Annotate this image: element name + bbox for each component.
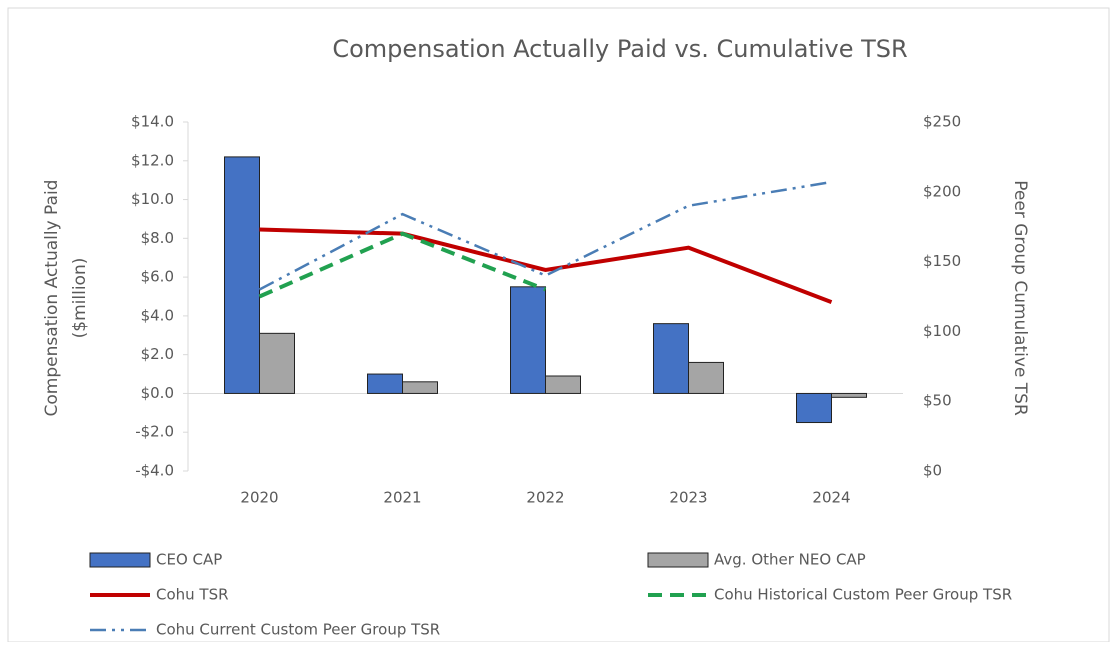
legend-swatch [647, 552, 709, 568]
y-tick-label: $12.0 [131, 151, 174, 169]
y-tick-label: -$2.0 [135, 423, 174, 441]
y-tick-label: $2.0 [141, 345, 174, 363]
x-tick-label: 2023 [669, 489, 707, 507]
y-tick-label: -$4.0 [135, 462, 174, 480]
y-tick-label: $4.0 [141, 306, 174, 324]
y-tick-label: $10.0 [131, 190, 174, 208]
y-tick-label: $8.0 [141, 229, 174, 247]
bar [545, 375, 581, 394]
bar [510, 286, 546, 394]
bar [224, 156, 260, 394]
legend-label: Avg. Other NEO CAP [714, 551, 866, 569]
bar [653, 323, 689, 394]
legend-label: CEO CAP [156, 551, 222, 569]
bar [688, 361, 724, 394]
bar [831, 392, 867, 398]
legend-label: Cohu TSR [156, 586, 229, 604]
y-tick-label: $0.0 [141, 384, 174, 402]
y2-tick-label: $100 [923, 322, 961, 340]
y-tick-label: $6.0 [141, 268, 174, 286]
x-tick-label: 2024 [812, 489, 850, 507]
y2-axis-title: Peer Group Cumulative TSR [1010, 180, 1030, 416]
y2-tick-label: $50 [923, 392, 952, 410]
y2-tick-label: $200 [923, 182, 961, 200]
bar [402, 381, 438, 394]
bar [259, 332, 295, 394]
legend-label: Cohu Historical Custom Peer Group TSR [714, 586, 1012, 604]
y2-tick-label: $250 [923, 113, 961, 131]
y2-tick-label: $150 [923, 252, 961, 270]
x-tick-label: 2020 [240, 489, 278, 507]
legend-swatch [89, 552, 151, 568]
y-tick-label: $14.0 [131, 113, 174, 131]
x-tick-label: 2022 [526, 489, 564, 507]
legend-label: Cohu Current Custom Peer Group TSR [156, 621, 440, 639]
bar [367, 373, 403, 394]
chart-frame [7, 7, 1110, 643]
line [259, 227, 833, 304]
y-axis-title: Compensation Actually Paid [42, 180, 62, 417]
y-axis-title: ($million) [70, 258, 90, 339]
line [258, 180, 832, 291]
x-tick-label: 2021 [383, 489, 421, 507]
line [258, 231, 547, 299]
chart-title: Compensation Actually Paid vs. Cumulativ… [332, 35, 907, 63]
y2-tick-label: $0 [923, 462, 942, 480]
bar [796, 392, 832, 424]
